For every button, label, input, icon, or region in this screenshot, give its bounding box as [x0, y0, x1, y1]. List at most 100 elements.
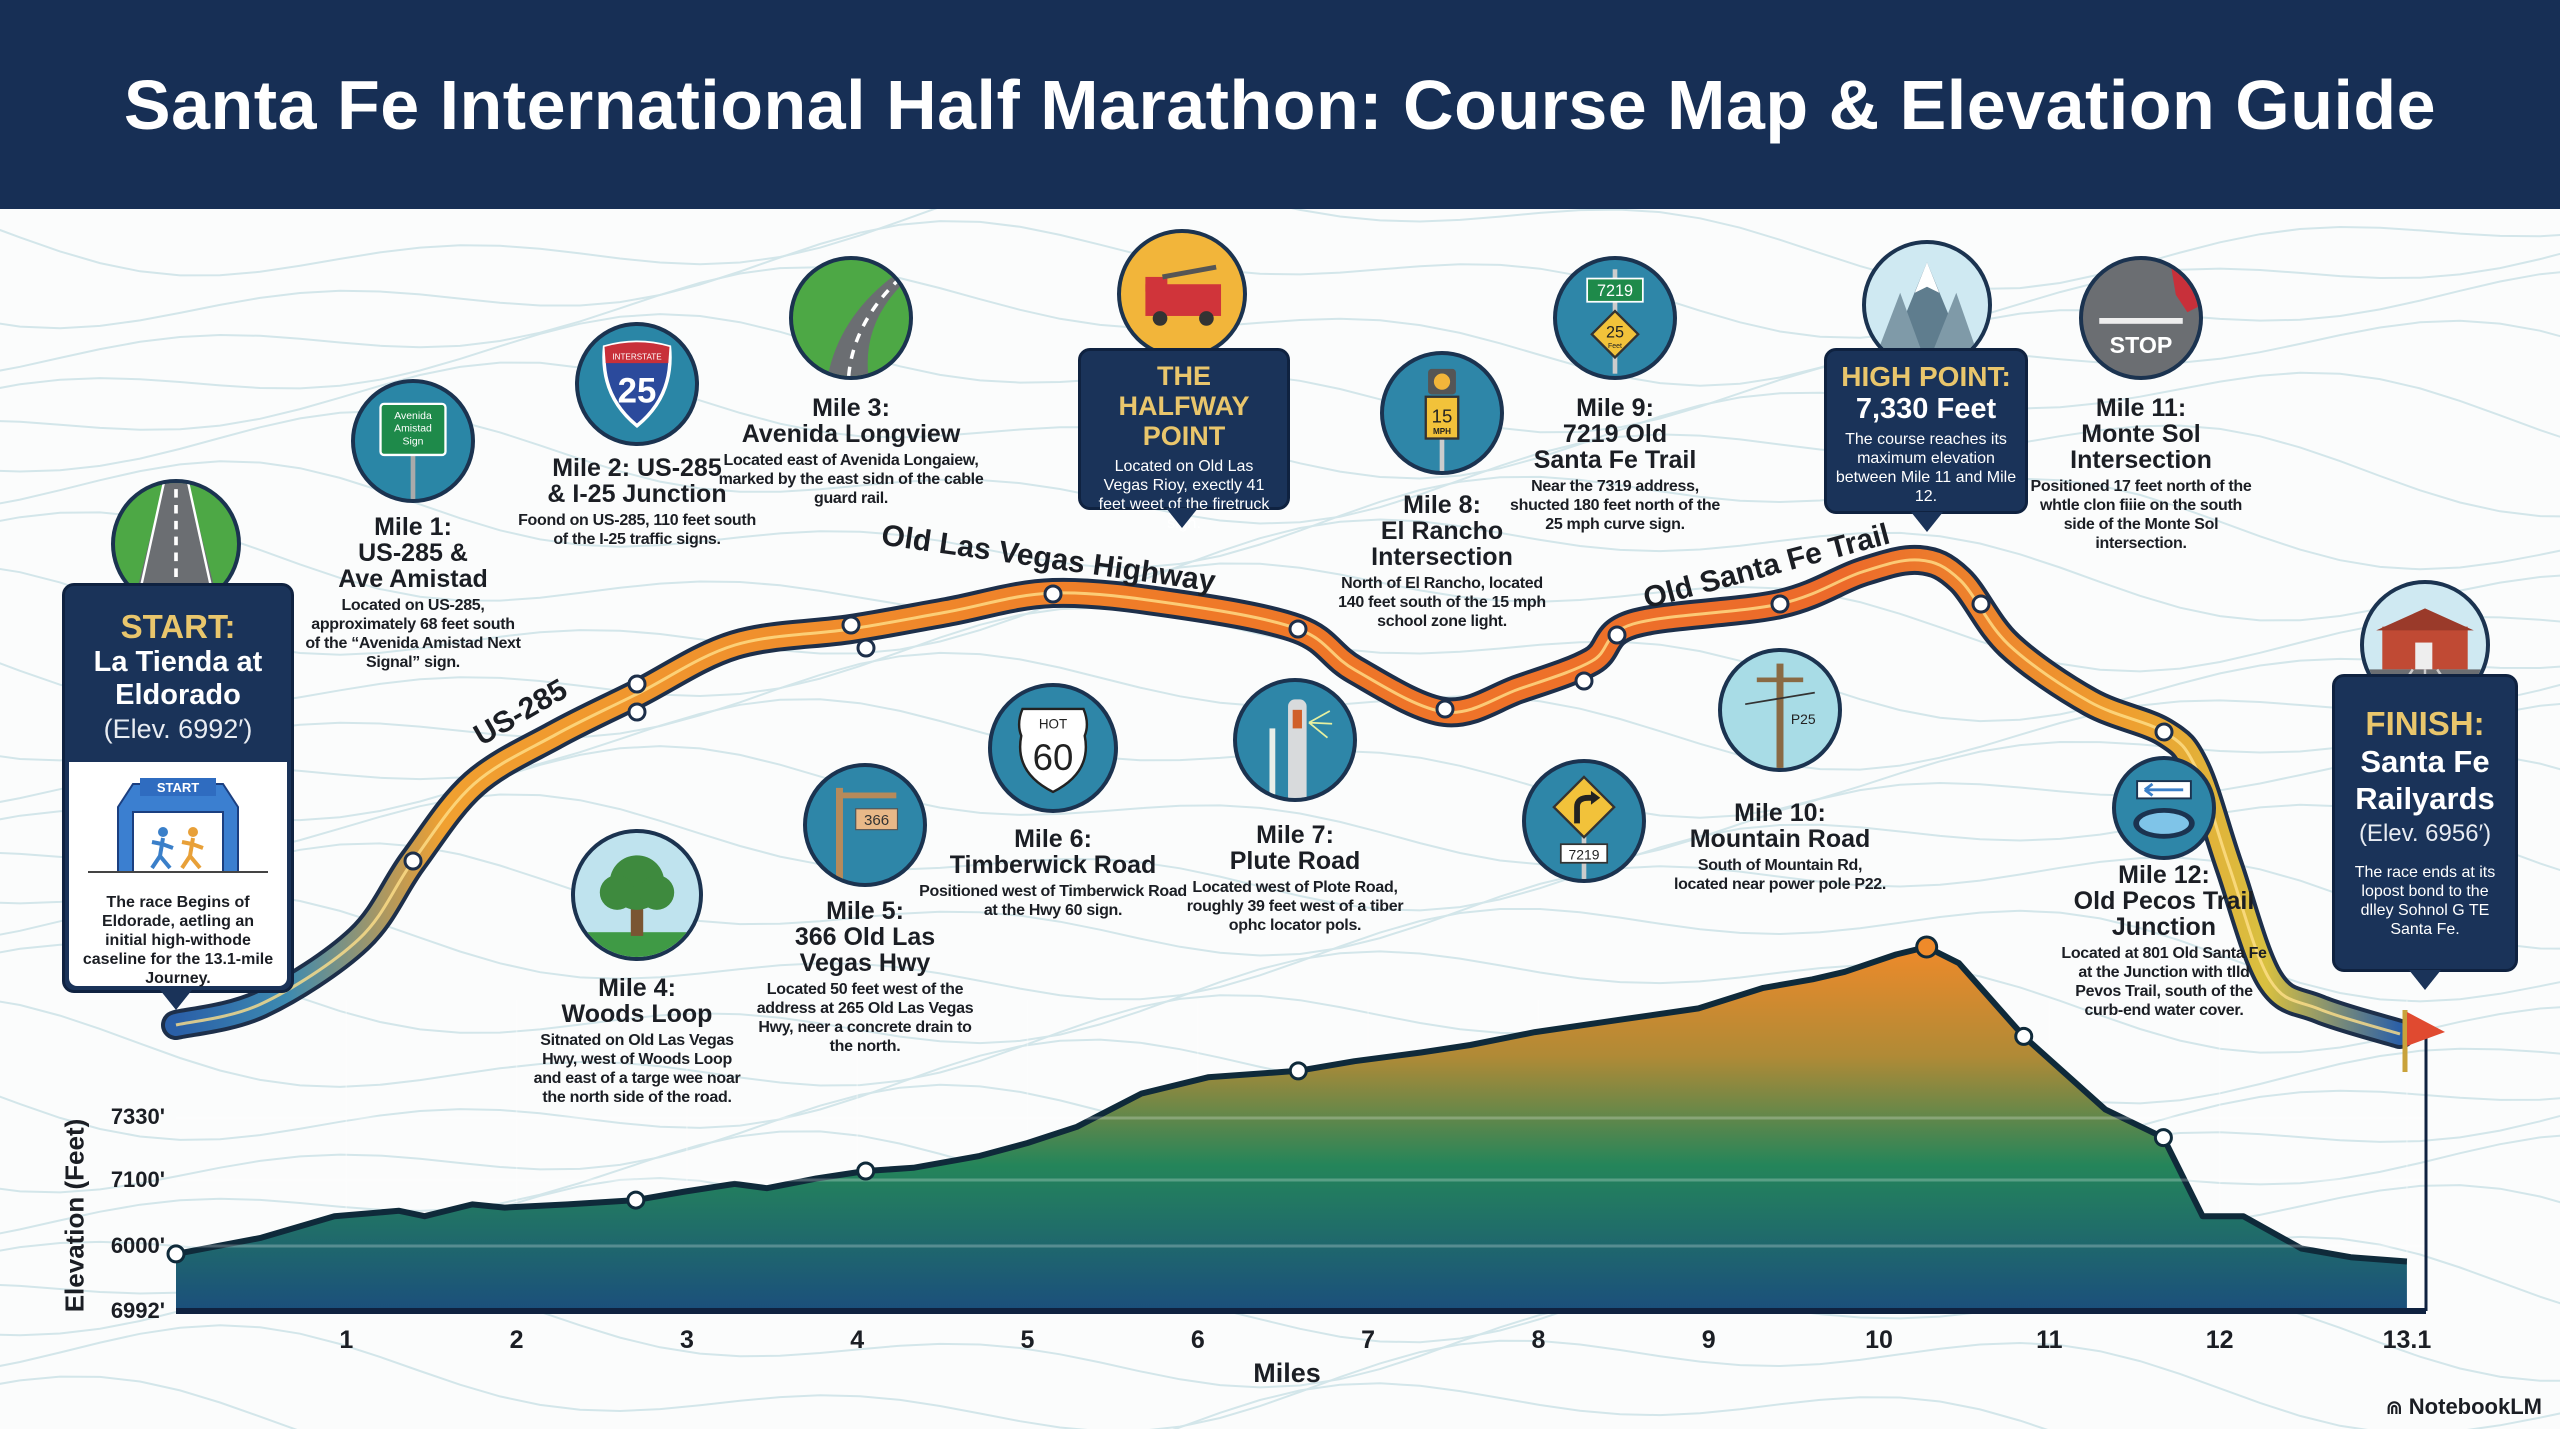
route-mile-marker	[1435, 699, 1455, 719]
address-sign-icon: 366	[803, 763, 927, 887]
elevation-marker	[2014, 1026, 2034, 1046]
mile-7-callout: Mile 7: Plute Road Located west of Plote…	[1175, 822, 1415, 935]
mile-4-title: Mile 4: Woods Loop	[561, 974, 713, 1028]
x-tick-label: 6	[1190, 1326, 1205, 1354]
x-tick-label: 7	[1361, 1326, 1376, 1354]
elevation-marker	[2153, 1128, 2173, 1148]
power-pole-icon: P25	[1718, 648, 1842, 772]
route-mile-marker	[2154, 722, 2174, 742]
mile-9-description: Near the 7319 address, shucted 180 feet …	[1510, 478, 1720, 533]
start-callout: START: La Tienda at Eldorado (Elev. 6992…	[62, 583, 294, 993]
mile-5-description: Located 50 feet west of the address at 2…	[756, 981, 974, 1055]
finish-pointer	[2409, 970, 2441, 990]
peak-marker	[1915, 935, 1939, 959]
svg-text:366: 366	[864, 812, 889, 829]
mile-7-title: Mile 7: Plute Road	[1229, 821, 1361, 875]
mile-5-callout: Mile 5: 366 Old Las Vegas Hwy Located 50…	[750, 898, 980, 1056]
start-label: START:	[120, 608, 236, 645]
mile-11-title: Mile 11: Monte Sol Intersection	[2070, 394, 2212, 474]
svg-text:7219: 7219	[1569, 846, 1600, 862]
street-sign-icon: Avenida Amistad Sign	[351, 379, 475, 503]
mile-7-description: Located west of Plote Road, roughly 39 f…	[1186, 879, 1404, 934]
svg-text:7219: 7219	[1597, 282, 1633, 300]
notebooklm-logo-icon: ⋒	[2386, 1396, 2403, 1419]
high-point-value: 7,330 Feet	[1855, 393, 1997, 425]
halfway-point-callout: THE HALFWAY POINT Located on Old Las Veg…	[1078, 348, 1290, 532]
finish-label: FINISH:	[2365, 705, 2485, 742]
high-point-callout: HIGH POINT: 7,330 Feet The course reache…	[1824, 348, 2028, 514]
elevation-marker	[1288, 1061, 1308, 1081]
start-elevation: (Elev. 6992′)	[103, 714, 253, 744]
highway-60-shield-icon: HOT 60	[988, 683, 1118, 813]
mile-10-callout: Mile 10: Mountain Road South of Mountain…	[1670, 800, 1890, 894]
contour-line	[0, 1375, 2049, 1429]
x-tick-label: 4	[850, 1326, 865, 1354]
mile-9-callout: Mile 9: 7219 Old Santa Fe Trail Near the…	[1505, 395, 1725, 534]
curve-warning-sign-icon: 7219	[1522, 759, 1646, 883]
start-arch-icon: START	[88, 778, 268, 873]
svg-text:15: 15	[1432, 405, 1453, 426]
svg-text:INTERSTATE: INTERSTATE	[612, 353, 662, 362]
elevation-marker	[166, 1244, 186, 1264]
mile-3-title: Mile 3: Avenida Longview	[741, 394, 961, 448]
route-mile-marker	[1607, 625, 1627, 645]
halfway-title: THE HALFWAY POINT	[1118, 361, 1250, 451]
y-tick-label: 7100'	[110, 1167, 165, 1192]
halfway-pointer	[1166, 508, 1198, 528]
route-mile-marker	[1574, 671, 1594, 691]
mile-8-title: Mile 8: El Rancho Intersection	[1371, 491, 1513, 571]
contour-line	[0, 562, 2560, 673]
mile-11-description: Positioned 17 feet north of the whtle cl…	[2030, 478, 2252, 552]
contour-line	[0, 892, 2560, 1003]
header-banner: Santa Fe International Half Marathon: Co…	[0, 0, 2560, 209]
x-tick-label: 3	[679, 1326, 694, 1354]
x-tick-label: 9	[1701, 1326, 1716, 1354]
route-mile-marker	[627, 702, 647, 722]
finish-callout: FINISH: Santa Fe Railyards (Elev. 6956′)…	[2332, 674, 2518, 972]
svg-text:25: 25	[1606, 324, 1624, 342]
route-mile-marker	[841, 615, 861, 635]
start-detail-panel: START The race Begins of Eldorade, aetli…	[69, 762, 287, 987]
course-route	[161, 544, 2415, 1049]
finish-location: Santa Fe Railyards	[2355, 744, 2495, 816]
svg-text:START: START	[157, 780, 199, 795]
mile-12-description: Located at 801 Old Santa Fe at the Junct…	[2061, 945, 2267, 1019]
mile-10-description: South of Mountain Rd, located near power…	[1673, 857, 1887, 893]
high-point-description: The course reaches its maximum elevation…	[1835, 431, 2017, 505]
high-point-pointer	[1911, 512, 1943, 532]
mile1-sign-text: Avenida Amistad Sign	[394, 411, 432, 448]
address-and-speed-sign-icon: 7219 25 Feet	[1553, 256, 1677, 380]
route-mile-marker	[1770, 594, 1790, 614]
svg-text:Feet: Feet	[1608, 343, 1622, 350]
water-cover-icon	[2112, 756, 2216, 860]
route-mile-marker	[403, 851, 423, 871]
curving-road-icon	[789, 256, 913, 380]
x-axis-title: Miles	[1253, 1358, 1321, 1388]
x-tick-label: 2	[509, 1326, 524, 1354]
mile-3-description: Located east of Avenida Longaiew, marked…	[718, 452, 984, 507]
mile-6-description: Positioned west of Timberwick Road at th…	[919, 883, 1187, 919]
mile-4-callout: Mile 4: Woods Loop Sitnated on Old Las V…	[527, 975, 747, 1107]
high-point-label: HIGH POINT:	[1841, 361, 2011, 392]
route-mile-marker	[1288, 619, 1308, 639]
svg-text:25: 25	[618, 372, 657, 411]
svg-text:HOT: HOT	[1039, 716, 1067, 731]
svg-text:60: 60	[1033, 737, 1074, 778]
mile-10-title: Mile 10: Mountain Road	[1689, 799, 1871, 853]
svg-text:P25: P25	[1791, 711, 1816, 727]
x-tick-label: 10	[1865, 1326, 1893, 1354]
x-tick-label: 8	[1531, 1326, 1546, 1354]
mile-12-title: Mile 12: Old Pecos Trail Junction	[2073, 861, 2255, 941]
elevation-marker	[626, 1190, 646, 1210]
mile-2-callout: Mile 2: US-285 & I-25 Junction Foond on …	[517, 455, 757, 549]
route-mile-marker	[627, 674, 647, 694]
mile-9-title: Mile 9: 7219 Old Santa Fe Trail	[1533, 394, 1697, 474]
page-title: Santa Fe International Half Marathon: Co…	[123, 65, 2437, 144]
contour-line	[0, 511, 2560, 622]
svg-text:MPH: MPH	[1433, 427, 1451, 436]
stop-line-icon: STOP	[2079, 256, 2203, 380]
notebooklm-brand: NotebookLM	[2408, 1394, 2542, 1419]
contour-line	[0, 943, 2560, 1054]
elevation-area-fill	[176, 947, 2407, 1311]
firetruck-icon	[1117, 229, 1247, 359]
